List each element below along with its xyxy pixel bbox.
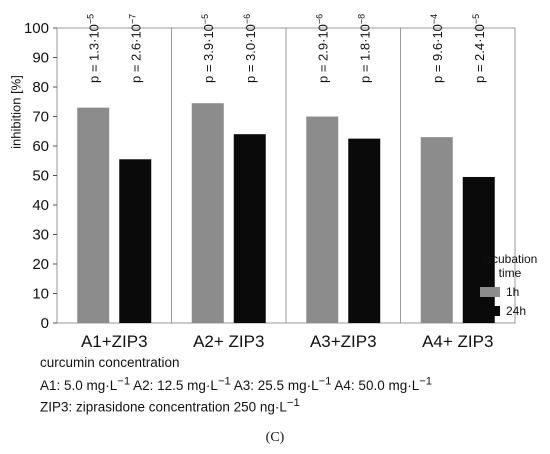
category-label: A4+ ZIP3 (422, 332, 494, 351)
bar-1h-1 (77, 107, 110, 324)
y-tick-label: 20 (32, 256, 49, 273)
category-label: A1+ZIP3 (80, 332, 148, 351)
bar-1h-4 (420, 137, 453, 323)
bar-24h-2 (233, 134, 266, 323)
concentration-item: A1: 5.0 mg·L−1 (40, 375, 131, 393)
y-tick-label: 50 (32, 168, 49, 185)
legend-swatch-1h (480, 287, 500, 297)
x-axis-label: curcumin concentration (40, 355, 180, 370)
bar-24h-1 (119, 159, 152, 323)
y-tick-label: 10 (32, 286, 49, 303)
category-label: A2+ ZIP3 (193, 332, 265, 351)
y-tick-label: 30 (32, 227, 49, 244)
y-tick-label: 100 (24, 20, 49, 37)
y-tick-label: 0 (41, 315, 49, 330)
p-value-label: p = 3.9·10−5 (200, 14, 216, 83)
bar-24h-4 (462, 176, 495, 323)
panel-label: (C) (265, 430, 285, 445)
p-value-label: p = 2.6·10−7 (127, 14, 143, 83)
y-tick-label: 90 (32, 50, 49, 67)
bar-chart: 0 10 20 30 40 50 60 70 80 90 100 p = 1.3·10−5 p = 2.… (24, 14, 516, 330)
y-axis-label: inhibition [%] (8, 75, 24, 149)
p-value-label: p = 1.3·10−5 (85, 14, 101, 83)
concentration-item: A3: 25.5 mg·L−1 (233, 375, 332, 393)
bar-1h-3 (306, 116, 339, 323)
legend-item-24h: 24h (470, 304, 550, 318)
p-value-label: p = 2.4·10−5 (471, 14, 487, 83)
category-label: A3+ZIP3 (309, 332, 377, 351)
legend-item-1h: 1h (470, 285, 550, 299)
legend: incubation time 1h 24h (470, 252, 550, 318)
p-value-label: p = 9.6·10−4 (429, 14, 445, 83)
concentration-notes: A1: 5.0 mg·L−1 A2: 12.5 mg·L−1 A3: 25.5 … (40, 375, 432, 393)
concentration-item: A4: 50.0 mg·L−1 (334, 375, 433, 393)
y-tick-label: 60 (32, 138, 49, 155)
legend-title: incubation time (482, 252, 538, 280)
legend-swatch-24h (480, 306, 500, 316)
bar-24h-3 (348, 138, 381, 323)
p-value-label: p = 2.9·10−6 (314, 14, 330, 83)
p-value-label: p = 3.0·10−6 (242, 14, 258, 83)
y-tick-label: 80 (32, 79, 49, 96)
concentration-item: A2: 12.5 mg·L−1 (133, 375, 231, 393)
zip-note: ZIP3: ziprasidone concentration 250 ng·L… (40, 397, 300, 415)
y-tick-label: 40 (32, 197, 49, 214)
y-tick-label: 70 (32, 109, 49, 126)
p-value-label: p = 1.8·10−8 (356, 14, 372, 83)
bar-1h-2 (191, 103, 224, 323)
